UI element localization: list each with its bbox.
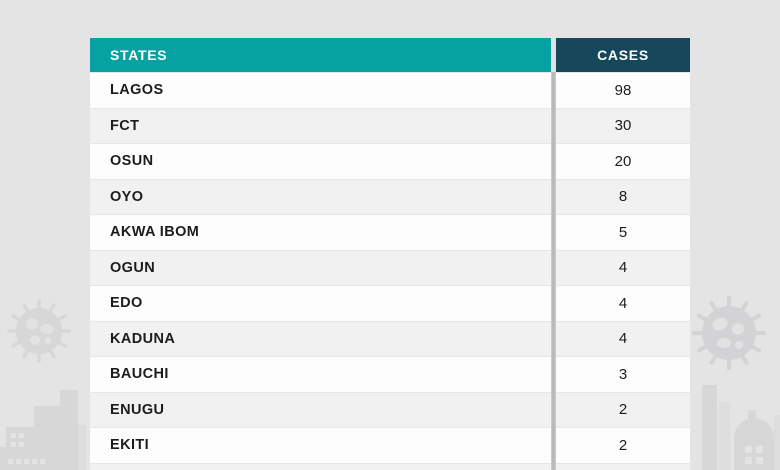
city-skyline <box>0 390 86 470</box>
state-cell: BAUCHI <box>90 356 551 392</box>
case-cell: 4 <box>556 320 690 356</box>
case-cell: 3 <box>556 356 690 392</box>
case-cell: 4 <box>556 285 690 321</box>
state-cell: AKWA IBOM <box>90 214 551 250</box>
states-column-header: STATES <box>90 38 551 72</box>
partial-row <box>556 462 690 470</box>
state-cell: KADUNA <box>90 320 551 356</box>
case-cell: 4 <box>556 249 690 285</box>
partial-row <box>90 462 551 470</box>
state-cell: OYO <box>90 178 551 214</box>
case-cell: 30 <box>556 107 690 143</box>
virus-icon <box>7 299 71 363</box>
case-cell: 20 <box>556 143 690 179</box>
state-cell: EKITI <box>90 427 551 463</box>
state-cell: OGUN <box>90 249 551 285</box>
virus-icon <box>692 296 766 370</box>
column-divider-shadow <box>551 72 556 470</box>
state-cell: OSUN <box>90 143 551 179</box>
states-rows: LAGOS FCT OSUN OYO AKWA IBOM OGUN EDO KADUNA BAU… <box>90 72 551 470</box>
state-cell: ENUGU <box>90 391 551 427</box>
cases-column: CASES 98 30 20 8 5 4 4 4 3 2 2 <box>556 38 690 470</box>
column-divider-header-gap <box>551 38 556 72</box>
state-cell: EDO <box>90 285 551 321</box>
cases-rows: 98 30 20 8 5 4 4 4 3 2 2 <box>556 72 690 470</box>
cases-column-header: CASES <box>556 38 690 72</box>
case-cell: 5 <box>556 214 690 250</box>
cases-table: STATES LAGOS FCT OSUN OYO AKWA IBOM OGUN EDO KA… <box>90 38 690 470</box>
case-cell: 2 <box>556 391 690 427</box>
column-divider <box>551 38 556 470</box>
case-cell: 2 <box>556 427 690 463</box>
state-cell: FCT <box>90 107 551 143</box>
case-cell: 98 <box>556 72 690 108</box>
states-column: STATES LAGOS FCT OSUN OYO AKWA IBOM OGUN EDO KA… <box>90 38 551 470</box>
city-skyline <box>702 385 780 470</box>
case-cell: 8 <box>556 178 690 214</box>
state-cell: LAGOS <box>90 72 551 108</box>
